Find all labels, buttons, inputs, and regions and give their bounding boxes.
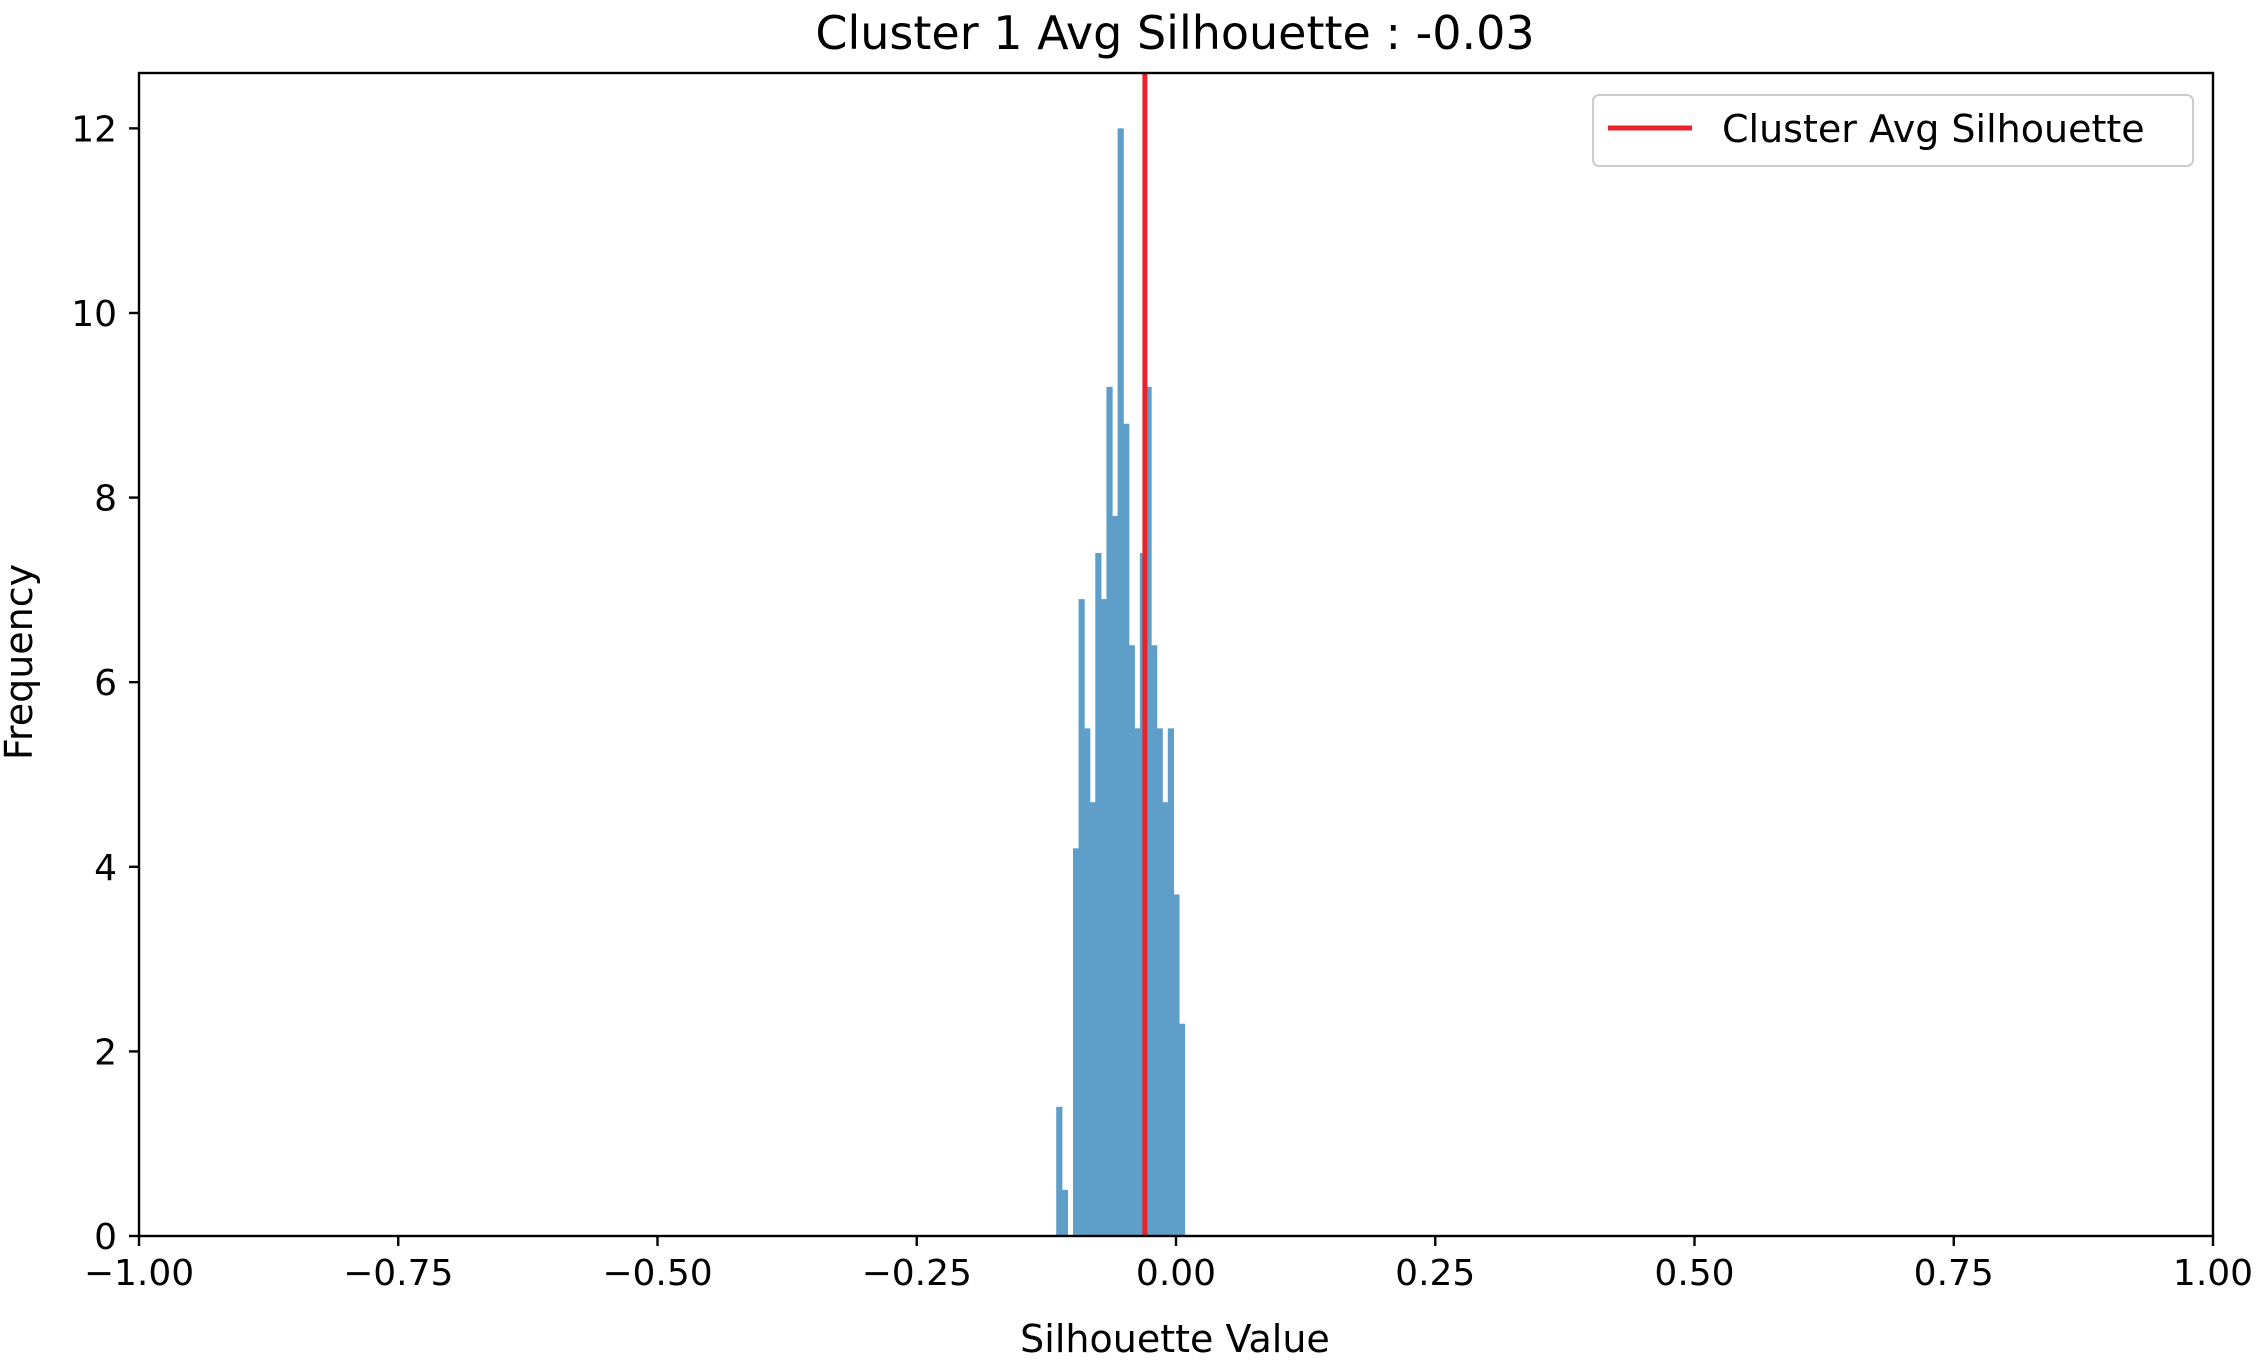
y-tick-label: 0 — [94, 1217, 117, 1258]
histogram-bar — [1134, 728, 1141, 1236]
histogram-bar — [1167, 728, 1174, 1236]
histogram-bar — [1106, 386, 1113, 1236]
histogram-bar — [1151, 645, 1158, 1236]
histogram-bar — [1089, 802, 1096, 1236]
x-tick-label: −0.25 — [862, 1253, 972, 1294]
x-tick-label: 0.25 — [1395, 1253, 1475, 1294]
histogram-bar — [1156, 728, 1163, 1236]
histogram-bar — [1123, 423, 1130, 1236]
x-tick-label: −0.50 — [602, 1253, 712, 1294]
legend: Cluster Avg Silhouette — [1592, 94, 2194, 167]
legend-label: Cluster Avg Silhouette — [1722, 107, 2145, 151]
histogram-bar — [1112, 516, 1119, 1236]
histogram-bar — [1100, 599, 1108, 1236]
histogram-bar — [1178, 1023, 1186, 1236]
histogram-bars — [1056, 128, 1186, 1236]
histogram-bar — [1061, 1189, 1068, 1236]
y-axis-label: Frequency — [0, 564, 41, 760]
histogram-bar — [1117, 128, 1124, 1236]
histogram-bar — [1128, 645, 1135, 1236]
x-tick-label: −0.75 — [343, 1253, 453, 1294]
y-tick-label: 10 — [71, 294, 117, 335]
y-tick-label: 2 — [94, 1032, 117, 1073]
y-tick-label: 4 — [94, 848, 117, 889]
y-axis-ticks: 0 2 4 6 8 10 12 — [71, 109, 139, 1258]
histogram-bar — [1162, 802, 1169, 1236]
chart-title: Cluster 1 Avg Silhouette : -0.03 — [815, 6, 1534, 60]
x-tick-label: 0.00 — [1136, 1253, 1216, 1294]
histogram-bar — [1173, 894, 1180, 1236]
x-axis-label: Silhouette Value — [1020, 1317, 1330, 1360]
histogram-bar — [1095, 552, 1102, 1236]
histogram-bar — [1078, 599, 1085, 1236]
histogram-bar — [1072, 848, 1080, 1236]
x-tick-label: 0.75 — [1914, 1253, 1994, 1294]
x-tick-label: −1.00 — [84, 1253, 194, 1294]
legend-box — [1592, 94, 2194, 167]
x-axis-ticks: −1.00 −0.75 −0.50 −0.25 0.00 0.25 0.50 0.75 1.00 — [84, 1236, 2253, 1294]
y-tick-label: 8 — [94, 479, 117, 520]
histogram-bar — [1084, 728, 1091, 1236]
histogram-bar — [1145, 386, 1152, 1236]
histogram-bar — [1056, 1106, 1063, 1236]
y-tick-label: 6 — [94, 663, 117, 704]
y-tick-label: 12 — [71, 109, 117, 150]
x-tick-label: 1.00 — [2173, 1253, 2253, 1294]
x-tick-label: 0.50 — [1654, 1253, 1734, 1294]
